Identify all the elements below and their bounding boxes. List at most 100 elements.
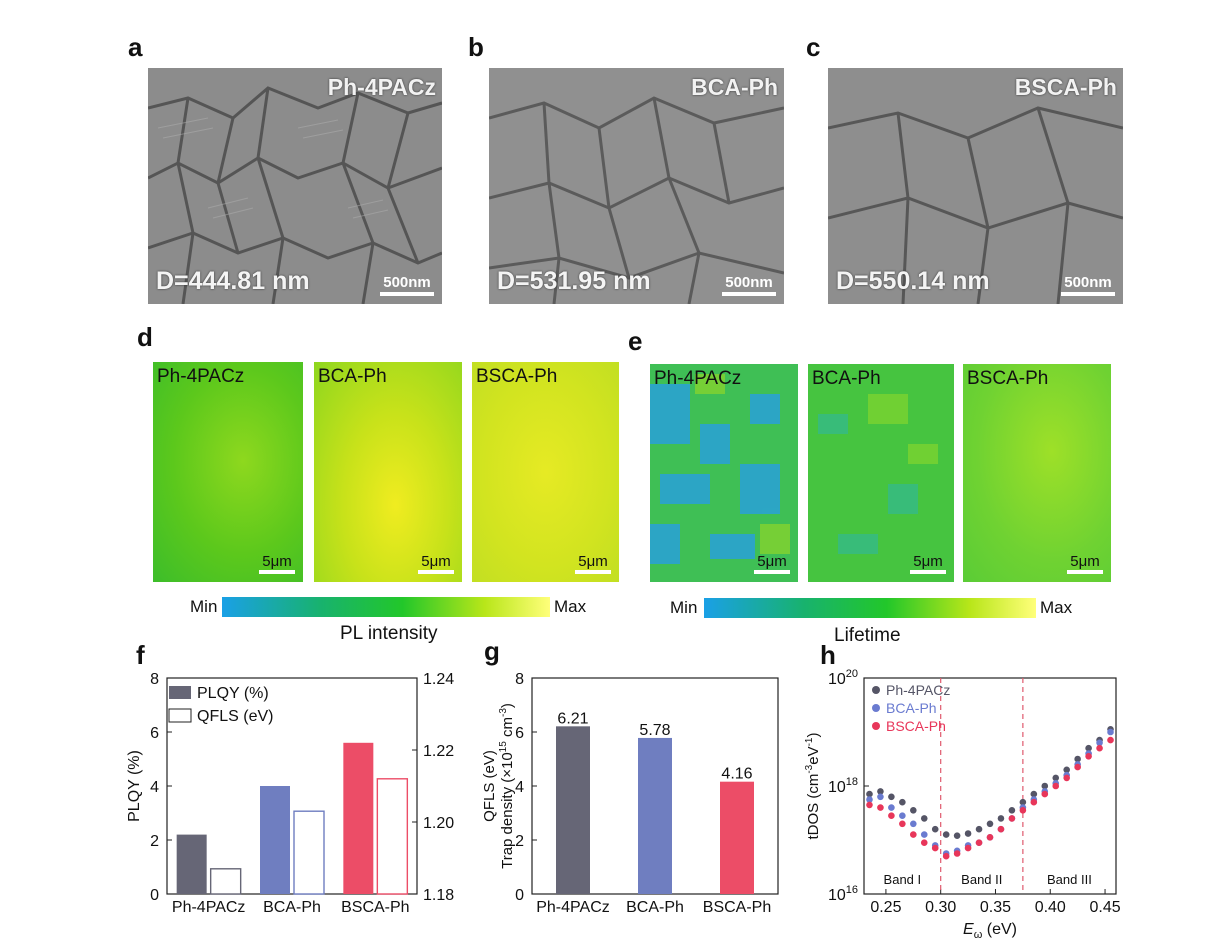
sem-sample-name: BSCA-Ph (1014, 74, 1117, 100)
scale-bar: 5μm (910, 553, 946, 574)
panel-label-e: e (628, 326, 643, 356)
data-point (986, 834, 994, 841)
y-tick-label: 2 (150, 833, 159, 850)
y-tick-base: 10 (828, 779, 846, 796)
data-point (964, 830, 972, 837)
scale-bar: 500nm (1061, 274, 1115, 296)
bar-plqy (176, 834, 207, 894)
data-point (920, 831, 928, 838)
bar-trap-density (556, 726, 590, 894)
data-point (1008, 807, 1016, 814)
data-label: 5.78 (639, 722, 670, 739)
sem-image-bscaph: BSCA-Ph D=550.14 nm 500nm (828, 68, 1123, 304)
legend-label: Ph-4PACz (886, 682, 950, 698)
y-axis-title: PLQY (%) (126, 750, 143, 822)
map-sample-name: Ph-4PACz (157, 366, 245, 387)
y-tick-label: 0 (150, 887, 159, 904)
y-tick-label: 8 (515, 671, 524, 688)
legend-swatch-qfls (168, 708, 192, 723)
panel-label-c: c (806, 32, 821, 62)
band-label: Band II (961, 872, 1002, 887)
band-label: Band I (884, 872, 922, 887)
data-point (877, 788, 884, 795)
data-point (888, 804, 895, 811)
scale-bar-label: 5μm (913, 553, 943, 570)
text-part: (eV) (982, 921, 1017, 938)
data-point (1041, 782, 1049, 790)
sem-image-ph4pacz: Ph-4PACz D=444.81 nm 500nm (148, 68, 442, 304)
chart-f-plqy-qfls: 0 2 4 6 8 1.18 1.20 1.22 1.24 Ph-4PACz BCA-Ph BSCA-… (126, 671, 454, 916)
text-part: ) (805, 732, 822, 737)
data-point (920, 839, 928, 846)
y-axis-title-qfls: QFLS (eV) (481, 750, 498, 822)
text-part: ) (499, 703, 516, 708)
scale-bar-label: 5μm (757, 553, 787, 570)
legend-marker (872, 722, 880, 730)
pl-map-ph4pacz: Ph-4PACz 5μm (153, 362, 303, 582)
data-point (899, 820, 906, 828)
data-point (910, 831, 917, 838)
pl-colorbar-min: Min (190, 597, 218, 616)
y-tick-label: 8 (150, 671, 159, 688)
x-tick-label: BSCA-Ph (703, 899, 771, 916)
pl-colorbar-max: Max (554, 597, 587, 616)
data-point (1096, 739, 1103, 747)
panel-label-g: g (484, 636, 500, 666)
bar-qfls (209, 868, 242, 895)
sem-sample-name: BCA-Ph (691, 74, 778, 100)
map-sample-name: BSCA-Ph (476, 366, 558, 387)
pl-map-bscaph: BSCA-Ph 5μm (472, 362, 619, 582)
lifetime-map-bcaph: BCA-Ph 5μm (808, 364, 954, 582)
subscript: ω (974, 929, 983, 941)
text-part: Trap density (×10 (499, 752, 516, 869)
lifetime-colorbar-max: Max (1040, 598, 1073, 617)
data-point (1107, 736, 1114, 744)
scale-bar-label: 5μm (262, 553, 292, 570)
text-part: eV (805, 746, 822, 764)
data-point (931, 825, 939, 833)
grain-size-label: D=444.81 nm (156, 267, 310, 295)
x-tick-label: 0.30 (925, 899, 956, 916)
map-sample-name: BCA-Ph (812, 368, 881, 389)
data-point (1052, 782, 1060, 790)
data-point (1085, 753, 1092, 760)
sem-texture (489, 68, 784, 304)
data-point (888, 793, 895, 801)
lifetime-texture (650, 374, 790, 564)
lifetime-texture (818, 394, 938, 554)
y-tick-label: 1016 (828, 884, 858, 904)
y2-tick-label: 1.22 (423, 743, 454, 760)
x-tick-label: BCA-Ph (263, 899, 321, 916)
lifetime-map-bscaph: BSCA-Ph 5μm (963, 364, 1111, 582)
grain-size-label: D=531.95 nm (497, 267, 651, 295)
sem-texture (148, 68, 442, 304)
sem-texture (828, 68, 1123, 304)
x-tick-label: BCA-Ph (626, 899, 684, 916)
bar-qfls (293, 810, 325, 895)
legend-label: BSCA-Ph (886, 718, 946, 734)
lifetime-colorbar (704, 598, 1036, 618)
data-point (997, 825, 1005, 833)
y-axis-title: tDOS (cm-3eV-1) (804, 732, 822, 839)
scale-bar: 500nm (380, 274, 434, 296)
panel-label-b: b (468, 32, 484, 62)
y-tick-base: 10 (828, 887, 846, 904)
sem-sample-name: Ph-4PACz (327, 74, 436, 100)
text-part: cm (499, 717, 516, 741)
map-sample-name: BSCA-Ph (967, 368, 1049, 389)
data-point (1030, 798, 1038, 806)
data-point (975, 839, 983, 846)
lifetime-colorbar-title: Lifetime (834, 625, 901, 646)
x-tick-label: 0.25 (870, 899, 901, 916)
y-tick-label: 6 (515, 725, 524, 742)
scale-bar-label: 5μm (421, 553, 451, 570)
data-point (920, 815, 928, 822)
scale-bar-label: 500nm (1064, 274, 1112, 291)
data-point (888, 812, 895, 819)
y2-tick-label: 1.20 (423, 815, 454, 832)
y-tick-exp: 18 (846, 776, 858, 788)
grain-size-label: D=550.14 nm (836, 267, 990, 295)
lifetime-colorbar-min: Min (670, 598, 698, 617)
y-tick-exp: 20 (846, 668, 858, 680)
